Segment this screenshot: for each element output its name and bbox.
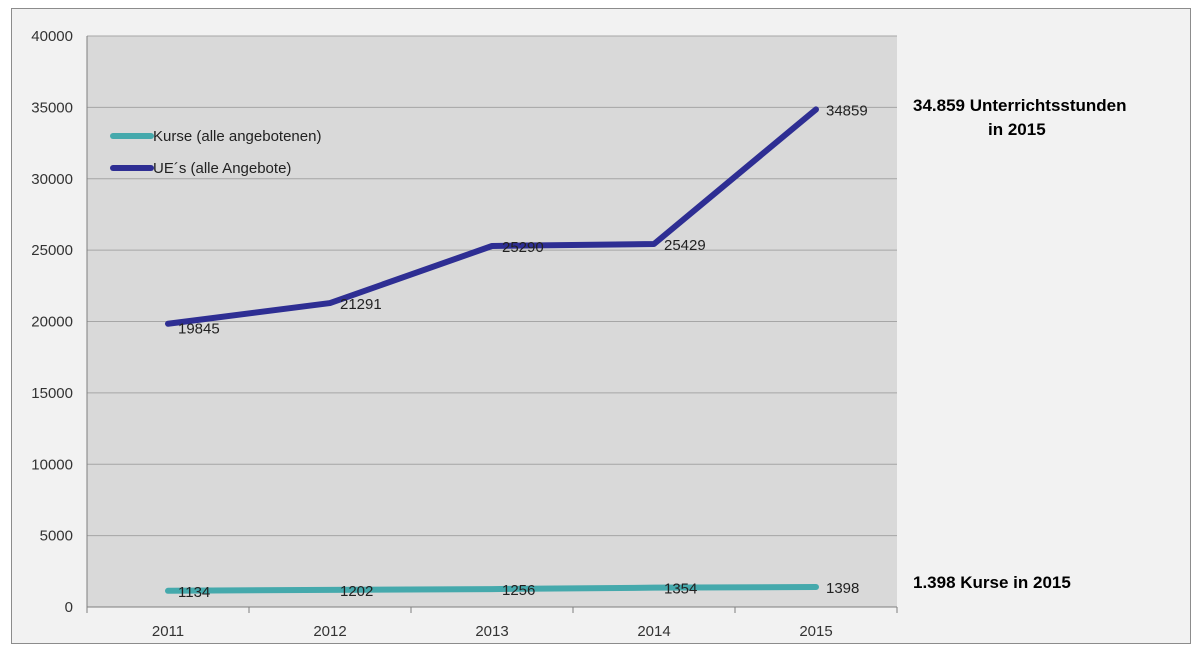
y-tick-label: 0	[65, 599, 73, 616]
annotation-ue-total: 34.859 Unterrichtsstunden	[913, 96, 1127, 115]
legend-label: Kurse (alle angebotenen)	[153, 128, 321, 145]
annotation-kurse-total: 1.398 Kurse in 2015	[913, 573, 1071, 592]
data-label: 19845	[178, 321, 220, 338]
y-tick-label: 25000	[31, 242, 73, 259]
data-label: 1202	[340, 583, 373, 600]
x-tick-label: 2012	[313, 623, 346, 640]
x-tick-label: 2011	[152, 623, 184, 640]
y-tick-label: 15000	[31, 385, 73, 402]
data-label: 25429	[664, 237, 706, 254]
annotation-ue-year: in 2015	[988, 120, 1046, 139]
data-label: 1354	[664, 581, 697, 598]
x-tick-label: 2015	[799, 623, 832, 640]
data-label: 34859	[826, 102, 868, 119]
y-tick-label: 30000	[31, 171, 73, 188]
y-tick-label: 5000	[40, 528, 73, 545]
data-label: 1134	[178, 584, 210, 601]
series-line-kurse	[165, 584, 819, 594]
legend-label: UE´s (alle Angebote)	[153, 160, 291, 177]
y-tick-label: 40000	[31, 28, 73, 45]
data-label: 1256	[502, 582, 535, 599]
data-label: 25290	[502, 239, 544, 256]
y-tick-label: 20000	[31, 314, 73, 331]
data-label: 21291	[340, 296, 382, 313]
series-line-ue	[165, 106, 819, 327]
y-tick-label: 10000	[31, 456, 73, 473]
y-tick-label: 35000	[31, 99, 73, 116]
x-tick-label: 2013	[475, 623, 508, 640]
x-tick-label: 2014	[637, 623, 670, 640]
data-label: 1398	[826, 580, 859, 597]
